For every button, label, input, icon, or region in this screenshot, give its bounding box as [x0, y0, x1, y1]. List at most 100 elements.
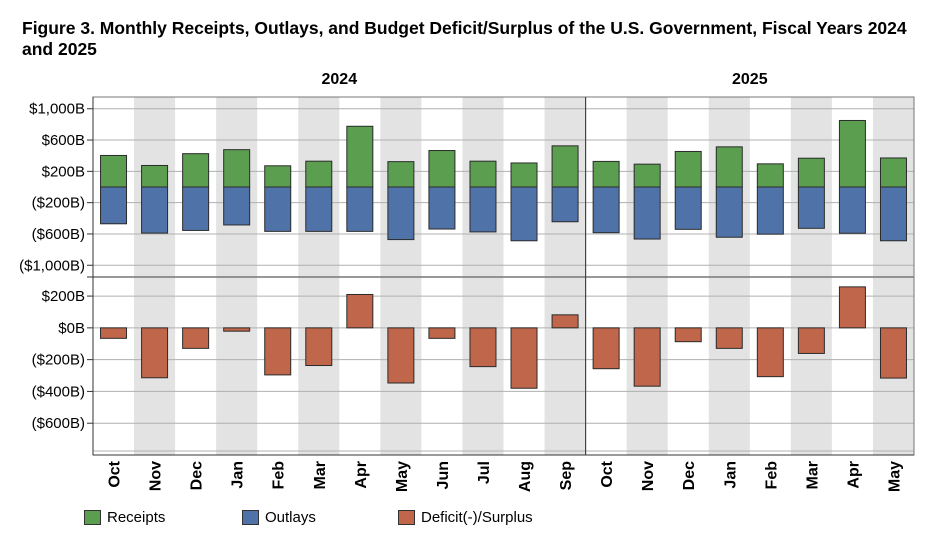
top-y-tick-label: ($200B) — [32, 195, 85, 212]
outlays-bar — [838, 186, 866, 234]
deficit-bar — [879, 327, 907, 379]
deficit-bar — [592, 327, 620, 370]
x-tick-label: Apr — [353, 461, 370, 489]
deficit-bar — [797, 327, 825, 354]
legend-item-deficit: Deficit(-)/Surplus — [398, 509, 533, 526]
receipts-bar — [592, 160, 620, 188]
y-axis: $1,000B $600B $200B ($200B) ($600B) ($1,000B)… — [19, 101, 93, 432]
deficit-bar — [469, 327, 497, 368]
outlays-bar — [264, 186, 292, 232]
top-y-tick-label: $600B — [42, 132, 85, 149]
receipts-bar — [346, 125, 374, 188]
deficit-bar — [264, 327, 292, 376]
year-label: 2024 — [322, 71, 358, 88]
top-y-tick-label: $200B — [42, 163, 85, 180]
top-y-tick-label: ($1,000B) — [19, 257, 85, 274]
receipts-bar — [428, 150, 456, 188]
x-tick-label: Dec — [189, 461, 206, 490]
year-label: 2025 — [732, 71, 768, 88]
legend-label-outlays: Outlays — [265, 509, 316, 526]
shade-column — [626, 97, 668, 455]
receipts-bar — [879, 157, 907, 188]
gridlines — [93, 108, 914, 452]
outlays-bar — [674, 186, 702, 230]
x-tick-label: May — [394, 461, 411, 492]
outlays-bar — [428, 186, 456, 230]
receipts-bar — [510, 162, 538, 188]
receipts-bar — [305, 160, 333, 188]
bottom-y-tick-label: $0B — [58, 320, 85, 337]
receipts-bar — [182, 153, 210, 188]
x-tick-label: Nov — [148, 461, 165, 491]
legend-item-outlays: Outlays — [242, 509, 316, 526]
receipts-bar — [715, 146, 743, 188]
deficit-swatch — [398, 510, 415, 525]
legend-label-receipts: Receipts — [107, 509, 166, 526]
x-tick-label: Sep — [558, 461, 575, 491]
x-axis: Oct Nov Dec Jan Feb Mar Apr May Jun Jul Aug Sep Oct N… — [107, 460, 904, 492]
outlays-bar — [469, 186, 497, 233]
column-shading — [134, 97, 914, 455]
receipts-bar — [141, 164, 169, 188]
x-tick-label: Oct — [107, 460, 124, 487]
outlays-bar — [346, 186, 374, 232]
outlays-bar — [387, 186, 415, 241]
deficit-bar — [715, 327, 743, 349]
bottom-y-tick-label: $200B — [42, 288, 85, 305]
receipts-bar — [469, 160, 497, 188]
receipts-bar — [674, 150, 702, 188]
receipts-bar — [387, 161, 415, 188]
x-tick-label: Feb — [271, 461, 288, 490]
deficit-bar — [305, 327, 333, 367]
shade-column — [790, 97, 832, 455]
plot-frame — [87, 96, 915, 456]
x-tick-label: Oct — [599, 460, 616, 487]
receipts-bar — [838, 119, 866, 188]
x-tick-label: Mar — [312, 461, 329, 489]
x-tick-label: Feb — [763, 461, 780, 490]
receipts-bar — [633, 163, 661, 188]
deficit-bar — [141, 327, 169, 379]
outlays-bar — [715, 186, 743, 238]
x-tick-label: Aug — [517, 461, 534, 492]
x-tick-label: Mar — [804, 461, 821, 489]
outlays-bar — [182, 186, 210, 231]
receipts-bar — [797, 157, 825, 188]
outlays-swatch — [242, 510, 259, 525]
x-tick-label: Nov — [640, 461, 657, 491]
deficit-bar — [510, 327, 538, 389]
x-tick-label: Jul — [476, 461, 493, 484]
deficit-bar — [674, 327, 702, 343]
outlays-bar — [551, 186, 579, 223]
deficit-bar — [223, 327, 251, 332]
outlays-bar — [305, 186, 333, 232]
year-labels: 2024 2025 — [322, 71, 768, 88]
receipts-bar — [100, 154, 128, 188]
x-tick-label: Jun — [435, 461, 452, 489]
x-tick-label: May — [886, 461, 903, 492]
receipts-bar — [223, 149, 251, 188]
x-tick-label: Jan — [722, 461, 739, 489]
chart-title: Figure 3. Monthly Receipts, Outlays, and… — [22, 18, 907, 59]
deficit-bar — [756, 327, 784, 378]
top-y-tick-label: ($600B) — [32, 226, 85, 243]
receipts-bar — [756, 163, 784, 188]
deficit-bar — [346, 293, 374, 329]
bars — [100, 119, 907, 389]
outlays-bar — [510, 186, 538, 242]
outlays-bar — [141, 186, 169, 234]
deficit-bar — [100, 327, 128, 339]
shade-column — [298, 97, 340, 455]
shade-column — [134, 97, 176, 455]
deficit-bar — [838, 286, 866, 329]
shade-column — [872, 97, 914, 455]
bottom-y-tick-label: ($200B) — [32, 352, 85, 369]
deficit-bar — [428, 327, 456, 339]
receipts-swatch — [84, 510, 101, 525]
outlays-bar — [223, 186, 251, 226]
outlays-bar — [797, 186, 825, 229]
bottom-y-tick-label: ($600B) — [32, 415, 85, 432]
bottom-y-tick-label: ($400B) — [32, 383, 85, 400]
x-tick-label: Dec — [681, 461, 698, 490]
x-tick-label: Jan — [230, 461, 247, 489]
